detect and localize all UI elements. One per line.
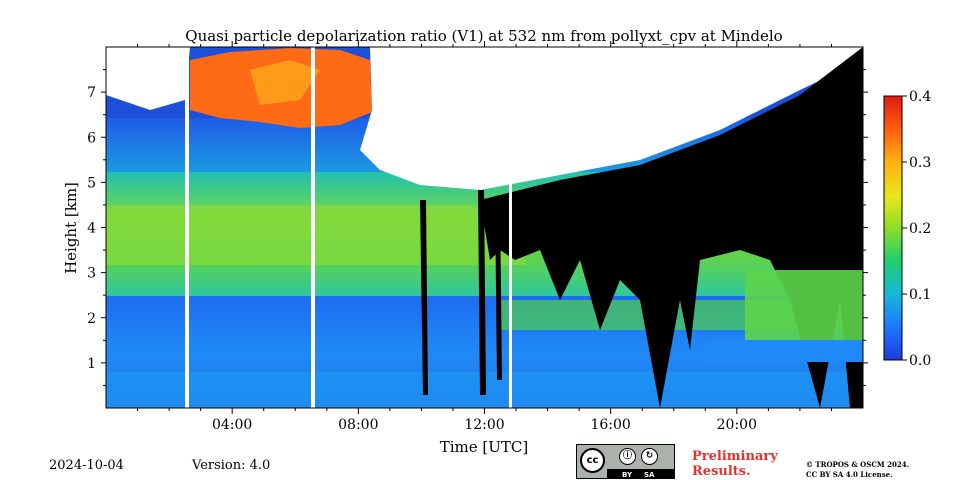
white-noise-region: [106, 47, 190, 110]
x-tick-label: 08:00: [338, 417, 378, 433]
colorbar-gradient: [883, 95, 903, 361]
copyright-line-1: © TROPOS & OSCM 2024.: [806, 460, 910, 469]
cc-license-badge: cc ⓘ ↻ BY SA: [576, 444, 675, 479]
x-tick-label: 20:00: [717, 417, 757, 433]
x-tick-label: 12:00: [464, 417, 504, 433]
gap-3: [509, 47, 512, 408]
white-noise-region-2: [360, 47, 863, 190]
footer-version: Version: 4.0: [192, 458, 271, 473]
footer-date: 2024-10-04: [49, 458, 124, 473]
black-mask-region: [480, 47, 863, 408]
plot-area: [106, 47, 863, 408]
y-tick-label: 1: [87, 356, 96, 372]
dust-core: [106, 205, 526, 265]
badge-strip: [607, 469, 674, 478]
colorbar: 0.0 0.1 0.2 0.3 0.4: [883, 89, 931, 369]
y-tick-label: 2: [87, 311, 96, 327]
x-tick-label: 16:00: [590, 417, 630, 433]
x-axis: 04:00 08:00 12:00 16:00 20:00: [137, 41, 832, 433]
y-tick-label: 4: [87, 221, 96, 237]
cc-icon: cc: [580, 448, 605, 473]
late-bl: [710, 340, 863, 362]
colorbar-tick-label: 0.3: [909, 155, 931, 171]
colorbar-tick-label: 0.4: [909, 89, 931, 105]
x-axis-label: Time [UTC]: [440, 438, 529, 456]
y-tick-label: 3: [87, 266, 96, 282]
y-tick-label: 6: [87, 130, 96, 146]
colorbar-tick-label: 0.2: [909, 221, 931, 237]
attribution-icon: ⓘ: [619, 448, 636, 465]
chart-title: Quasi particle depolarization ratio (V1)…: [185, 27, 782, 45]
black-spikes-early-2: [478, 190, 486, 395]
badge-sa-label: SA: [644, 471, 655, 479]
late-green-layer: [745, 270, 863, 340]
preliminary-results-note: Preliminary Results.: [692, 449, 802, 479]
x-tick-label: 04:00: [212, 417, 252, 433]
gap-2: [311, 47, 315, 408]
black-spikes-early: [420, 200, 428, 395]
colorbar-ticks: 0.0 0.1 0.2 0.3 0.4: [902, 89, 931, 369]
colorbar-tick-label: 0.1: [909, 287, 931, 303]
black-spikes-early-3: [495, 200, 502, 380]
colorbar-tick-label: 0.0: [909, 353, 931, 369]
copyright-line-2: CC BY SA 4.0 License.: [806, 470, 893, 479]
badge-by-label: BY: [622, 471, 633, 479]
y-tick-label: 7: [87, 85, 96, 101]
y-axis: 1 2 3 4 5 6 7: [87, 69, 868, 386]
cirrus-core: [250, 60, 320, 105]
gap-1: [185, 47, 189, 408]
copyright-note: © TROPOS & OSCM 2024. CC BY SA 4.0 Licen…: [806, 460, 946, 480]
y-tick-label: 5: [87, 175, 96, 191]
preliminary-line-1: Preliminary: [692, 449, 778, 464]
share-alike-icon: ↻: [641, 448, 658, 465]
preliminary-line-2: Results.: [692, 464, 751, 479]
y-axis-label: Height [km]: [62, 182, 80, 274]
